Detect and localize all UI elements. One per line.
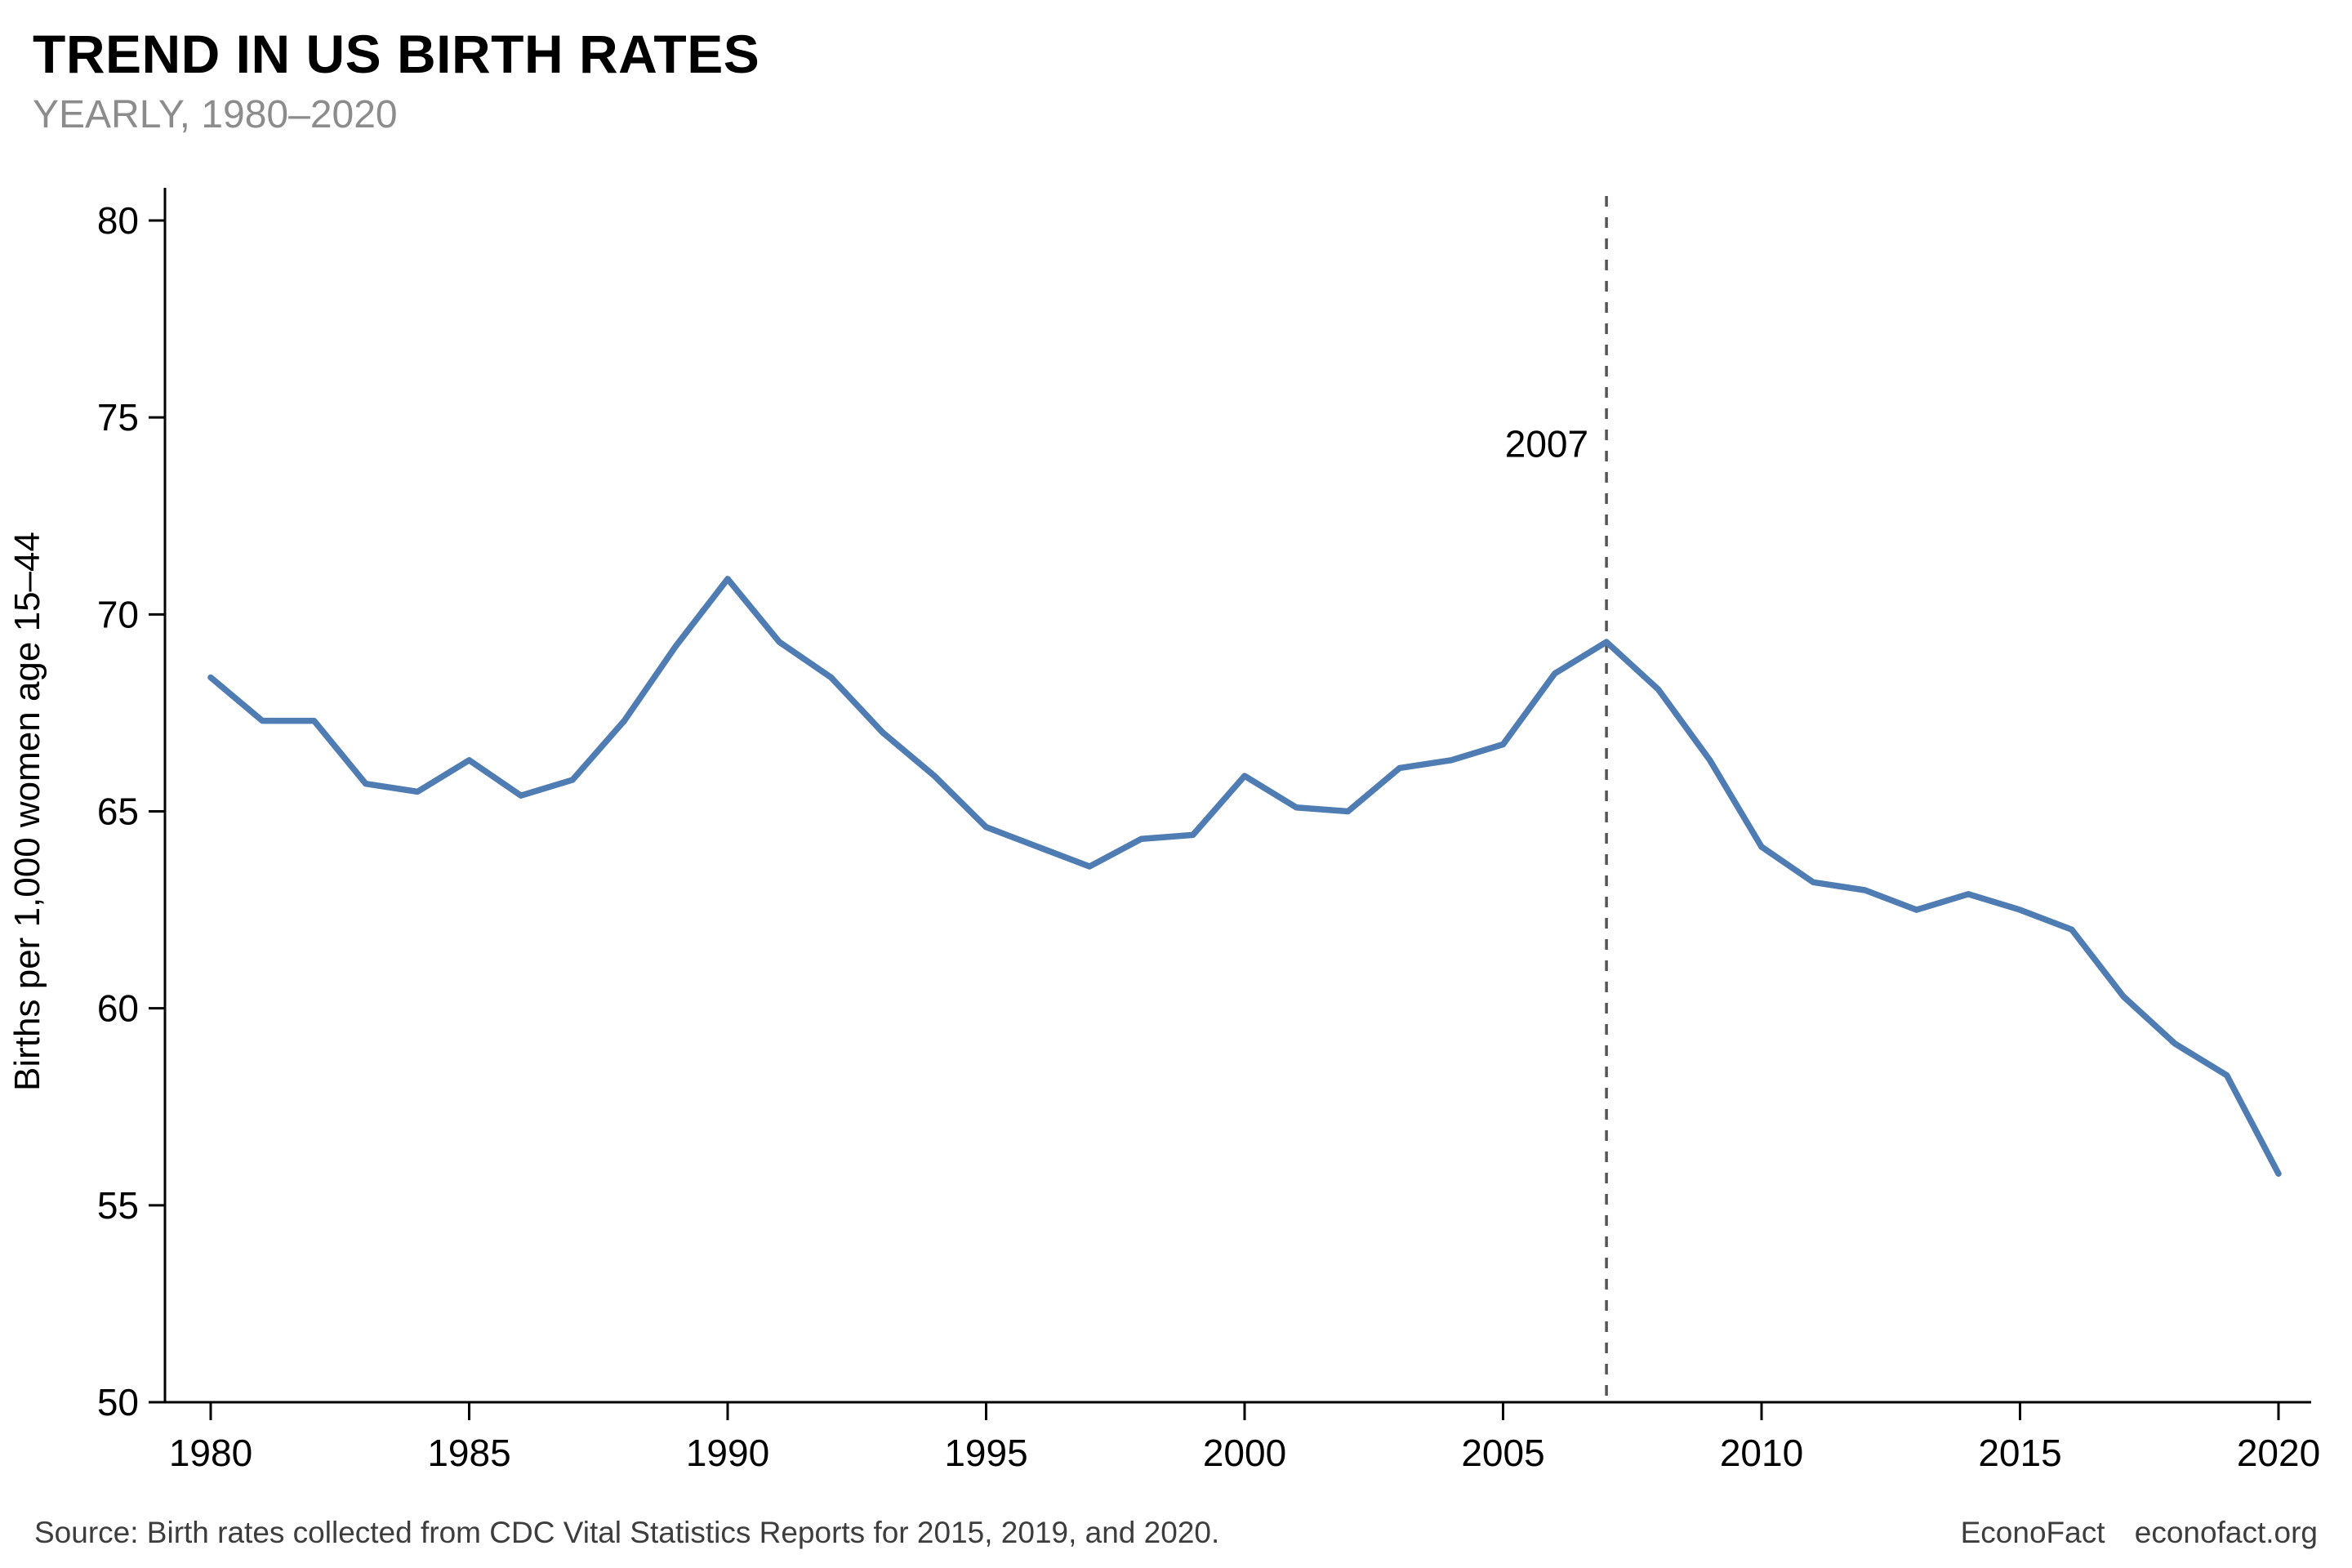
annotation-label: 2007 <box>1505 422 1588 465</box>
x-tick-label: 1985 <box>427 1432 510 1474</box>
chart-title: TREND IN US BIRTH RATES <box>33 24 760 84</box>
x-tick-label: 1995 <box>944 1432 1027 1474</box>
brand-name: EconoFact <box>1960 1516 2105 1549</box>
x-tick-label: 2015 <box>1978 1432 2061 1474</box>
y-axis: 50 55 60 65 70 75 80 <box>97 188 167 1423</box>
y-tick-label: 80 <box>97 199 139 242</box>
x-tick-label: 2005 <box>1461 1432 1544 1474</box>
chart-subtitle: YEARLY, 1980–2020 <box>33 92 398 136</box>
y-axis-title: Births per 1,000 women age 15–44 <box>7 532 47 1091</box>
y-tick-label: 55 <box>97 1184 139 1227</box>
y-tick-label: 60 <box>97 987 139 1030</box>
x-tick-label: 1980 <box>169 1432 252 1474</box>
y-tick-label: 65 <box>97 791 139 833</box>
series-line <box>207 576 2282 1177</box>
brand-site: econofact.org <box>2134 1516 2318 1549</box>
source-note: Source: Birth rates collected from CDC V… <box>34 1516 1220 1549</box>
x-tick-label: 1990 <box>686 1432 769 1474</box>
y-tick-label: 75 <box>97 396 139 439</box>
y-tick-label: 50 <box>97 1381 139 1423</box>
y-tick-label: 70 <box>97 593 139 635</box>
annotation-vline: 2007 <box>1505 196 1608 1402</box>
chart-footer: Source: Birth rates collected from CDC V… <box>0 1516 2352 1550</box>
x-tick-label: 2010 <box>1720 1432 1803 1474</box>
x-tick-label: 2020 <box>2237 1432 2320 1474</box>
chart-header: TREND IN US BIRTH RATES YEARLY, 1980–202… <box>0 0 2352 136</box>
x-axis: 1980 1985 1990 1995 2000 2005 2010 2015 2020 <box>165 1401 2320 1474</box>
chart-area: 2007 50 55 60 65 70 75 80 1980 1985 1990 1995 2000 20… <box>0 155 2352 1494</box>
brand-line: EconoFact econofact.org <box>1961 1516 2318 1550</box>
x-tick-label: 2000 <box>1203 1432 1286 1474</box>
birth-rate-line-chart: 2007 50 55 60 65 70 75 80 1980 1985 1990 1995 2000 20… <box>7 188 2320 1474</box>
